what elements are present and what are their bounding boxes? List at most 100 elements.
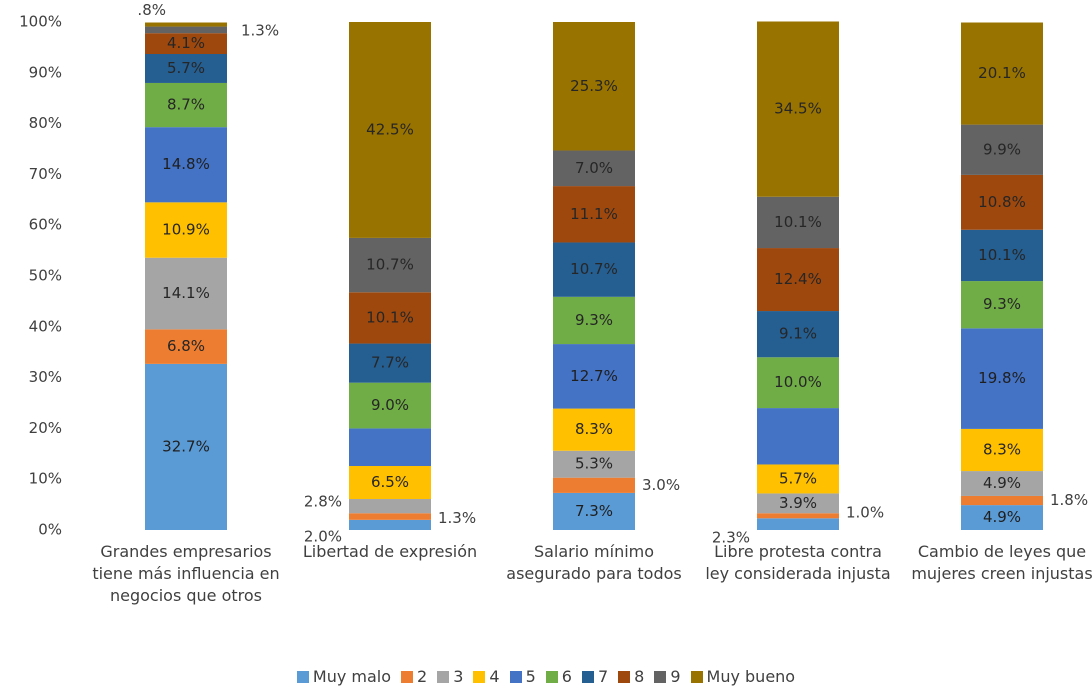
- x-tick-label: Libre protesta contra ley considerada in…: [705, 542, 891, 583]
- y-tick-label: 70%: [29, 165, 62, 183]
- bar-segment: [553, 450, 635, 478]
- bar-segment: [349, 499, 431, 514]
- bar-segment: [349, 382, 431, 429]
- bar-segment: [961, 505, 1043, 530]
- legend-label: 6: [561, 667, 572, 686]
- legend-label: 8: [634, 667, 645, 686]
- bar-segment: [961, 22, 1043, 125]
- bar-segment: [349, 292, 431, 344]
- data-label: 4.1%: [167, 34, 205, 52]
- data-label: 10.9%: [162, 221, 210, 239]
- data-label: 9.3%: [983, 295, 1021, 313]
- bar-segment: [349, 465, 431, 500]
- y-tick-label: 20%: [29, 419, 62, 437]
- bar-segment: [757, 493, 839, 514]
- legend-swatch: [437, 670, 450, 683]
- bar-segment: [349, 22, 431, 238]
- bar-segment: [757, 357, 839, 409]
- legend-item: 3: [437, 667, 463, 686]
- legend-label: 4: [489, 667, 500, 686]
- data-label: 3.0%: [642, 476, 680, 494]
- legend-swatch: [545, 670, 558, 683]
- bar-segment: [553, 408, 635, 451]
- bar-segment: [145, 363, 227, 530]
- bar-segment: [757, 464, 839, 494]
- bar-segment: [961, 328, 1043, 429]
- y-tick-label: 90%: [29, 63, 62, 81]
- legend-item: 8: [618, 667, 644, 686]
- legend-item: 9: [654, 667, 681, 686]
- y-tick-label: 80%: [29, 114, 62, 132]
- data-label: 19.8%: [978, 369, 1026, 387]
- legend-label: 5: [525, 667, 536, 686]
- legend-swatch: [473, 670, 486, 683]
- data-label: 10.1%: [366, 308, 414, 326]
- y-tick-label: 60%: [29, 216, 62, 234]
- bar-segment: [757, 196, 839, 249]
- data-label: 42.5%: [366, 120, 414, 138]
- bar-segment: [145, 202, 227, 258]
- bar-segment: [145, 54, 227, 83]
- data-label: 10.7%: [366, 256, 414, 274]
- data-label: 12.7%: [570, 367, 618, 385]
- legend-item: 2: [401, 667, 427, 686]
- data-label: 8.3%: [575, 420, 613, 438]
- bar-segment: [553, 477, 635, 493]
- bar-segment: [349, 428, 431, 466]
- bar-segment: [757, 513, 839, 519]
- bar-segment: [349, 513, 431, 520]
- data-label: 5.7%: [779, 469, 817, 487]
- bar-segment: [145, 82, 227, 128]
- legend-swatch: [296, 670, 309, 683]
- data-label: 5.3%: [575, 455, 613, 473]
- bar-segment: [145, 26, 227, 34]
- bar-segment: [961, 428, 1043, 472]
- data-label: 11.1%: [570, 205, 618, 223]
- data-label: 5.7%: [167, 59, 205, 77]
- data-label: 32.7%: [162, 437, 210, 455]
- data-label: 34.5%: [774, 100, 822, 118]
- data-label: 25.3%: [570, 77, 618, 95]
- bar-segment: [553, 492, 635, 530]
- data-label: 1.3%: [438, 509, 476, 527]
- bar-segment: [553, 150, 635, 187]
- legend-label: 3: [453, 667, 464, 686]
- legend-label: Muy malo: [312, 667, 392, 686]
- bar-segment: [145, 329, 227, 364]
- bar-segment: [757, 248, 839, 312]
- bar-segment: [553, 296, 635, 345]
- bar-segment: [757, 311, 839, 358]
- data-label: 1.0%: [846, 503, 884, 521]
- bar-segment: [553, 344, 635, 409]
- data-label: 7.7%: [371, 354, 409, 372]
- bar-segment: [553, 186, 635, 243]
- legend-label: 9: [670, 667, 681, 686]
- data-label: 1.3%: [241, 21, 279, 39]
- bar-segment: [145, 257, 227, 330]
- legend: Muy malo 2 3 4 5 6 7 8 9 Muy bueno: [0, 667, 1092, 686]
- x-tick-label: Salario mínimo asegurado para todos: [506, 542, 682, 583]
- legend-item: Muy bueno: [690, 667, 795, 686]
- legend-label: 7: [597, 667, 609, 686]
- legend-swatch: [690, 670, 703, 683]
- data-label: 6.5%: [371, 473, 409, 491]
- bar-segment: [553, 22, 635, 151]
- data-label: 12.4%: [774, 270, 822, 288]
- bar-segment: [349, 237, 431, 293]
- data-label: 8.3%: [983, 440, 1021, 458]
- data-label: 2.8%: [304, 493, 342, 511]
- x-tick-label: Grandes empresarios tiene más influencia…: [92, 542, 280, 605]
- x-tick-label: Libertad de expresión: [302, 542, 478, 561]
- data-label: 10.8%: [978, 193, 1026, 211]
- legend-item: Muy malo: [296, 667, 392, 686]
- bar-segment: [757, 408, 839, 465]
- data-label: 8.7%: [167, 96, 205, 114]
- data-label: 14.1%: [162, 284, 210, 302]
- y-tick-label: 100%: [19, 13, 62, 31]
- bar-segment: [349, 343, 431, 383]
- data-label: 3.9%: [779, 494, 817, 512]
- data-label: 7.3%: [575, 502, 613, 520]
- bar-segment: [961, 124, 1043, 175]
